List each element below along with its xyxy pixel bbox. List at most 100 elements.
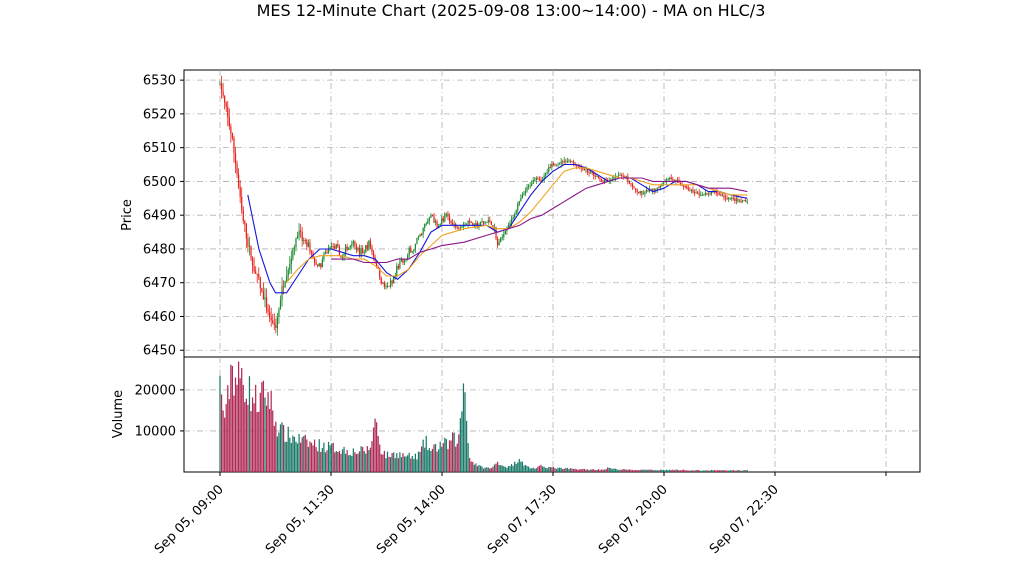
candle-body	[709, 193, 711, 195]
volume-bar	[545, 467, 547, 472]
candle-body	[724, 197, 727, 199]
volume-bar	[670, 470, 672, 472]
volume-bar	[512, 465, 514, 472]
candle-body	[734, 198, 736, 201]
volume-bar	[403, 456, 406, 472]
volume-bar	[495, 463, 497, 472]
candle-body	[689, 189, 691, 191]
candle-body	[309, 242, 311, 252]
candle-body	[372, 252, 375, 257]
volume-bar	[565, 468, 567, 472]
candle-body	[290, 258, 292, 264]
candle-body	[434, 221, 437, 223]
candle-body	[720, 193, 722, 196]
volume-bar	[517, 462, 519, 472]
volume-bar	[481, 466, 483, 472]
candle-body	[400, 259, 403, 262]
candle-body	[546, 171, 548, 173]
price-tick-label: 6470	[143, 276, 176, 291]
candle-body	[301, 232, 303, 241]
volume-bar	[717, 470, 719, 472]
volume-bar	[414, 453, 417, 472]
candle-body	[233, 137, 235, 154]
volume-bar	[489, 468, 491, 472]
volume-bar	[731, 470, 733, 472]
volume-bar	[248, 376, 251, 472]
candle-body	[441, 218, 443, 225]
candle-body	[729, 198, 731, 200]
volume-bar	[265, 405, 268, 472]
candle-body	[416, 237, 418, 244]
candle-body	[273, 322, 275, 326]
volume-bar	[434, 443, 437, 472]
volume-bar	[610, 468, 612, 472]
volume-bar	[659, 469, 662, 472]
candle-body	[644, 192, 646, 194]
volume-bar	[504, 466, 506, 472]
candle-body	[251, 258, 254, 267]
volume-bar	[239, 378, 241, 472]
candle-body	[496, 238, 499, 246]
volume-bar	[394, 458, 396, 472]
candle-body	[526, 187, 528, 192]
candle-body	[357, 247, 359, 251]
volume-bar	[647, 469, 649, 472]
candle-body	[700, 194, 702, 196]
candle-body	[222, 91, 224, 96]
candle-body	[617, 175, 620, 177]
volume-bar	[538, 465, 541, 472]
volume-bar	[436, 451, 438, 472]
volume-bar	[627, 469, 629, 472]
candle-body	[439, 224, 441, 227]
candle-body	[227, 106, 229, 117]
volume-tick-label: 20000	[135, 383, 176, 398]
candle-body	[631, 183, 634, 187]
volume-bar	[275, 421, 277, 472]
volume-bar	[478, 465, 480, 472]
candle-body	[489, 220, 491, 222]
volume-bar	[344, 453, 347, 472]
volume-bar	[596, 469, 598, 472]
price-tick-label: 6530	[143, 74, 176, 89]
volume-bar	[220, 394, 223, 472]
volume-bar	[380, 454, 382, 472]
candle-body	[551, 163, 553, 168]
price-tick-label: 6460	[143, 310, 176, 325]
volume-bar	[259, 392, 261, 472]
volume-bar	[583, 468, 586, 472]
volume-bar	[369, 447, 372, 472]
volume-panel: 10000 20000 Volume	[111, 356, 921, 473]
volume-bar	[362, 447, 364, 472]
volume-bar	[672, 469, 674, 472]
candle-body	[676, 179, 679, 181]
volume-bar	[250, 411, 252, 472]
candle-body	[690, 189, 693, 191]
candle-body	[597, 176, 599, 179]
volume-bar	[624, 469, 626, 472]
volume-bar	[383, 450, 385, 472]
candle-body	[315, 262, 317, 265]
candle-body	[532, 180, 534, 184]
volume-bar	[737, 470, 739, 472]
volume-bar	[464, 392, 466, 472]
candle-body	[557, 164, 559, 166]
volume-bar	[648, 469, 651, 472]
volume-bar	[407, 455, 409, 472]
candle-body	[703, 194, 705, 196]
candle-body	[683, 185, 685, 187]
volume-bar	[613, 468, 615, 472]
volume-bar	[479, 465, 482, 472]
volume-bar	[510, 464, 513, 472]
candle-body	[255, 271, 257, 274]
candle-body	[411, 251, 413, 253]
volume-tick-label: 10000	[135, 424, 176, 439]
candle-body	[241, 196, 243, 210]
candle-body	[436, 221, 438, 228]
candle-body	[672, 179, 674, 181]
candle-body	[451, 222, 454, 225]
candle-body	[596, 176, 598, 177]
volume-bar	[300, 442, 302, 472]
candle-body	[679, 182, 682, 185]
volume-bar	[723, 470, 725, 472]
volume-bar	[455, 446, 457, 472]
